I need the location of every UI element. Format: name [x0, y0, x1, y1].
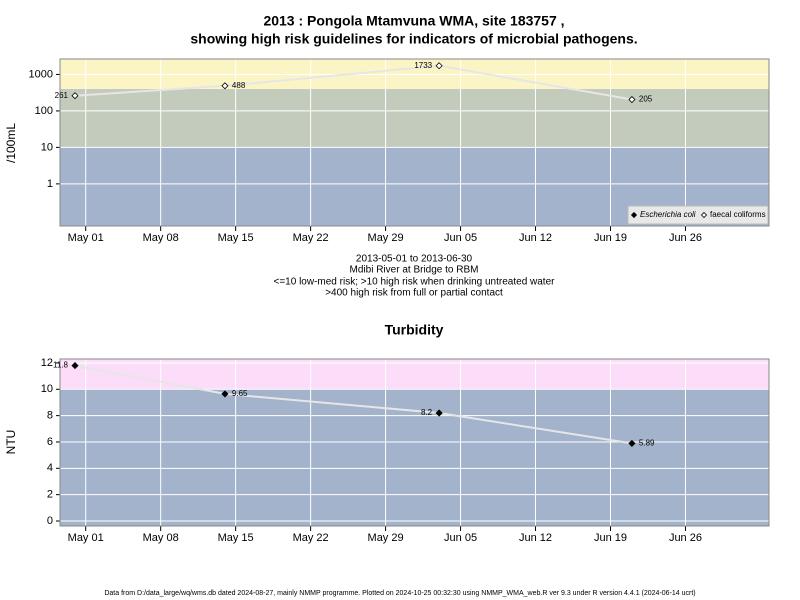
x-tick-label: May 29: [368, 532, 404, 544]
data-point: [628, 439, 636, 447]
data-point: [628, 95, 636, 104]
data-point: [71, 362, 79, 370]
x-tick-label: Jun 05: [444, 232, 477, 244]
legend-label: Escherichia coli: [640, 210, 696, 219]
data-label: 11.8: [53, 361, 69, 370]
y-axis-label: NTU: [4, 430, 18, 455]
x-tick-label: Jun 12: [519, 232, 552, 244]
x-tick-label: Jun 05: [444, 532, 477, 544]
x-tick-label: May 01: [68, 532, 104, 544]
chart-subtitle: showing high risk guidelines for indicat…: [190, 31, 637, 47]
legend: Escherichia coli faecal coliforms: [627, 205, 769, 225]
data-label: 261: [55, 91, 69, 100]
x-tick-label: May 08: [143, 532, 179, 544]
x-tick-label: May 01: [68, 232, 104, 244]
x-tick-label: May 15: [218, 532, 254, 544]
series-line: [74, 364, 633, 445]
legend-marker: [700, 211, 708, 219]
risk-band: [60, 359, 769, 390]
y-axis-label: /100mL: [4, 123, 18, 163]
x-tick-label: May 22: [293, 232, 329, 244]
series-line: [74, 64, 633, 101]
legend-label: faecal coliforms: [710, 210, 766, 219]
data-label: 5.89: [639, 439, 655, 448]
data-point: [435, 62, 443, 70]
y-tick-label: 12: [41, 357, 53, 369]
data-label: 1733: [414, 61, 432, 70]
legend-box: [627, 205, 769, 225]
x-tick-label: May 08: [143, 232, 179, 244]
y-tick-label: 100: [35, 105, 53, 117]
y-tick-label: 1000: [29, 68, 53, 80]
chart-title: Turbidity: [385, 322, 444, 338]
x-tick-label: May 15: [218, 232, 254, 244]
data-label: 488: [232, 81, 246, 90]
y-tick-label: 10: [41, 383, 53, 395]
risk-band: [60, 389, 769, 526]
caption: Mdibi River at Bridge to RBM: [350, 265, 479, 276]
y-tick-label: 6: [47, 436, 53, 448]
y-tick-label: 8: [47, 410, 53, 422]
caption: <=10 low-med risk; >10 high risk when dr…: [274, 277, 556, 288]
x-tick-label: Jun 26: [669, 532, 702, 544]
data-point: [221, 82, 229, 90]
y-tick-label: 4: [47, 462, 53, 474]
legend-marker: [630, 211, 638, 219]
x-tick-label: Jun 26: [669, 232, 702, 244]
data-point: [221, 390, 229, 398]
data-point: [435, 409, 443, 417]
x-tick-label: May 29: [368, 232, 404, 244]
caption: 2013-05-01 to 2013-06-30: [356, 254, 473, 265]
plot-frame: [59, 58, 770, 227]
caption: >400 high risk from full or partial cont…: [325, 288, 503, 299]
chart-title: 2013 : Pongola Mtamvuna WMA, site 183757…: [263, 13, 564, 29]
x-tick-label: Jun 12: [519, 532, 552, 544]
plot-frame: [59, 358, 770, 527]
y-tick-label: 0: [47, 515, 53, 527]
data-label: 8.2: [421, 408, 433, 417]
footer: Data from D:/data_large/wq/wms.db dated …: [104, 590, 695, 597]
data-label: 205: [639, 95, 653, 104]
data-label: 9.65: [232, 389, 248, 398]
y-tick-label: 10: [41, 141, 53, 153]
x-tick-label: Jun 19: [594, 232, 627, 244]
data-point: [71, 92, 79, 100]
risk-band: [60, 88, 769, 148]
y-tick-label: 1: [47, 178, 53, 190]
x-tick-label: May 22: [293, 532, 329, 544]
y-tick-label: 2: [47, 489, 53, 501]
x-tick-label: Jun 19: [594, 532, 627, 544]
